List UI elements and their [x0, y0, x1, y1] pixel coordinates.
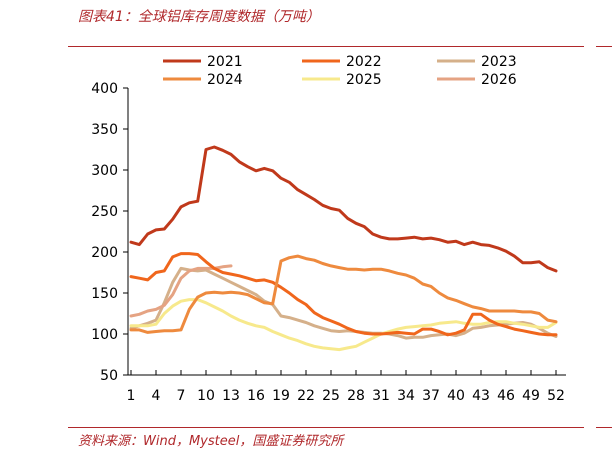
- axes: 50 100 150 200 250 300 350 400 1 4 7 10 13 16 19 22 25 28…: [91, 81, 566, 404]
- x-tick-label: 52: [547, 388, 565, 404]
- legend: 2021 2022 2023 2024 2025 2026: [163, 54, 517, 88]
- bottom-rule-extension: [596, 427, 612, 428]
- x-tick-label: 1: [127, 388, 136, 404]
- y-tick-label: 50: [100, 368, 118, 384]
- top-rule-extension: [596, 46, 612, 47]
- line-chart: 2021 2022 2023 2024 2025 2026 50 100 150 200 250 3…: [91, 54, 566, 404]
- x-tick-label: 25: [322, 388, 340, 404]
- series-line-2024: [129, 254, 558, 334]
- legend-label-2024: 2024: [207, 72, 243, 88]
- y-tick-label: 200: [91, 245, 118, 261]
- x-tick-label: 49: [522, 388, 540, 404]
- y-tick-label: 150: [91, 286, 118, 302]
- series-line-2025: [129, 298, 558, 352]
- x-tick-label: 13: [222, 388, 240, 404]
- x-tick-label: 7: [177, 388, 186, 404]
- x-tick-label: 22: [297, 388, 315, 404]
- series-line-2021: [129, 145, 558, 273]
- x-tick-label: 43: [472, 388, 490, 404]
- legend-label-2021: 2021: [207, 54, 243, 70]
- figure-title: 图表41：全球铝库存周度数据（万吨）: [78, 9, 320, 25]
- top-rule: [68, 46, 584, 47]
- x-tick-label: 10: [197, 388, 215, 404]
- source-note: 资料来源：Wind，Mysteel，国盛证券研究所: [78, 434, 344, 449]
- bottom-rule: [68, 427, 584, 428]
- series-line-2022: [129, 252, 558, 337]
- y-tick-label: 350: [91, 122, 118, 138]
- legend-label-2023: 2023: [481, 54, 517, 70]
- y-tick-label: 250: [91, 204, 118, 220]
- x-tick-label: 34: [397, 388, 415, 404]
- y-tick-label: 100: [91, 327, 118, 343]
- x-tick-label: 46: [497, 388, 515, 404]
- x-tick-label: 4: [152, 388, 161, 404]
- y-tick-label: 300: [91, 163, 118, 179]
- y-tick-label: 400: [91, 81, 118, 97]
- x-tick-label: 37: [422, 388, 440, 404]
- x-tick-label: 28: [347, 388, 365, 404]
- x-tick-label: 19: [272, 388, 290, 404]
- legend-label-2025: 2025: [346, 72, 382, 88]
- series-lines: [129, 145, 558, 352]
- x-tick-label: 40: [447, 388, 465, 404]
- series-line-2023: [129, 266, 558, 340]
- x-tick-label: 31: [372, 388, 390, 404]
- legend-label-2026: 2026: [481, 72, 517, 88]
- legend-label-2022: 2022: [346, 54, 382, 70]
- x-tick-label: 16: [247, 388, 265, 404]
